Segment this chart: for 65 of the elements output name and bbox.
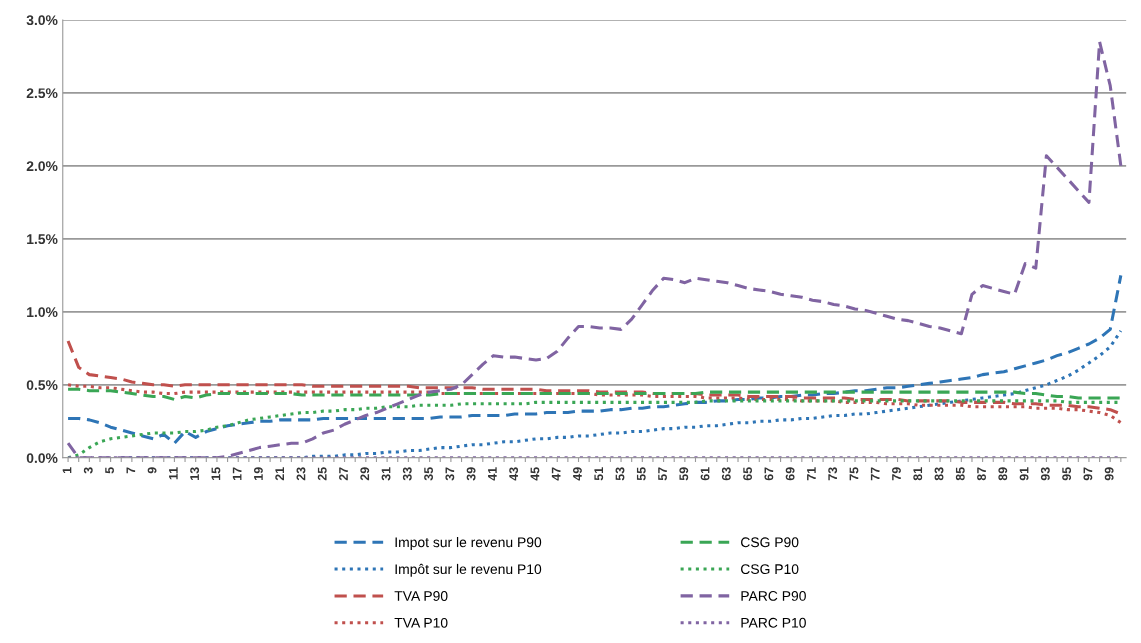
x-tick-label: 69 bbox=[785, 467, 795, 481]
x-tick-label: 81 bbox=[913, 467, 923, 481]
x-tick-label: 21 bbox=[275, 467, 284, 481]
x-tick-label: 7 bbox=[126, 467, 136, 474]
x-tick-label: 91 bbox=[1019, 467, 1029, 481]
x-tick-label: 5 bbox=[105, 467, 114, 474]
x-tick-label: 95 bbox=[1062, 467, 1072, 481]
y-tick-label: 1.5% bbox=[27, 234, 58, 245]
x-tick-label: 55 bbox=[636, 467, 646, 481]
x-tick-label: 53 bbox=[615, 467, 625, 481]
legend-label: Impôt sur le revenu P10 bbox=[395, 563, 542, 577]
legend-label: TVA P90 bbox=[394, 591, 448, 601]
x-tick-label: 71 bbox=[807, 467, 816, 481]
x-tick-label: 65 bbox=[743, 467, 753, 481]
x-tick-label: 13 bbox=[190, 467, 200, 480]
x-tick-label: 87 bbox=[977, 467, 986, 481]
x-tick-label: 97 bbox=[1083, 467, 1093, 481]
x-tick-label: 59 bbox=[679, 467, 689, 481]
x-tick-label: 73 bbox=[828, 467, 838, 481]
x-tick-label: 25 bbox=[317, 467, 327, 481]
y-tick-label: 0.5% bbox=[26, 380, 58, 390]
x-tick-label: 75 bbox=[849, 467, 859, 481]
x-tick-label: 37 bbox=[445, 467, 455, 481]
y-tick-label: 2.0% bbox=[26, 161, 58, 172]
x-tick-label: 77 bbox=[870, 467, 880, 481]
x-tick-label: 83 bbox=[934, 467, 944, 481]
x-tick-label: 33 bbox=[402, 467, 412, 481]
y-tick-label: 1.0% bbox=[27, 307, 58, 318]
legend-label: PARC P10 bbox=[741, 617, 806, 628]
x-tick-label: 45 bbox=[530, 467, 540, 481]
x-tick-label: 1 bbox=[62, 467, 72, 474]
x-tick-label: 93 bbox=[1040, 467, 1050, 481]
x-tick-label: 15 bbox=[211, 467, 221, 480]
x-tick-label: 29 bbox=[360, 467, 370, 481]
x-tick-label: 39 bbox=[466, 467, 476, 481]
legend-label: CSG P10 bbox=[741, 564, 799, 575]
x-tick-label: 31 bbox=[381, 467, 391, 481]
y-tick-label: 0.0% bbox=[26, 453, 58, 463]
legend-label: TVA P10 bbox=[394, 617, 448, 628]
x-tick-label: 57 bbox=[658, 467, 667, 481]
x-tick-label: 41 bbox=[488, 467, 497, 481]
x-tick-label: 9 bbox=[147, 467, 157, 474]
x-tick-label: 17 bbox=[232, 467, 242, 480]
x-tick-label: 63 bbox=[721, 467, 731, 481]
x-tick-label: 27 bbox=[339, 467, 348, 481]
x-tick-label: 79 bbox=[892, 467, 901, 481]
x-tick-label: 43 bbox=[509, 467, 519, 481]
x-tick-label: 85 bbox=[955, 467, 965, 481]
y-tick-label: 2.5% bbox=[26, 88, 58, 99]
x-tick-label: 19 bbox=[253, 467, 263, 480]
x-tick-label: 3 bbox=[83, 467, 93, 474]
x-tick-label: 23 bbox=[296, 467, 306, 481]
legend-label: CSG P90 bbox=[741, 537, 799, 548]
x-tick-label: 35 bbox=[424, 467, 434, 481]
x-tick-label: 67 bbox=[764, 467, 774, 481]
x-tick-label: 11 bbox=[169, 467, 178, 480]
x-tick-label: 89 bbox=[998, 467, 1008, 481]
x-tick-label: 99 bbox=[1104, 467, 1114, 481]
x-tick-label: 61 bbox=[700, 467, 710, 481]
x-tick-label: 51 bbox=[594, 467, 604, 481]
legend-label: PARC P90 bbox=[741, 591, 806, 601]
y-tick-label: 3.0% bbox=[26, 15, 58, 26]
x-tick-label: 49 bbox=[573, 467, 582, 481]
x-tick-label: 47 bbox=[551, 467, 561, 481]
legend-label: Impot sur le revenu P90 bbox=[395, 537, 542, 550]
